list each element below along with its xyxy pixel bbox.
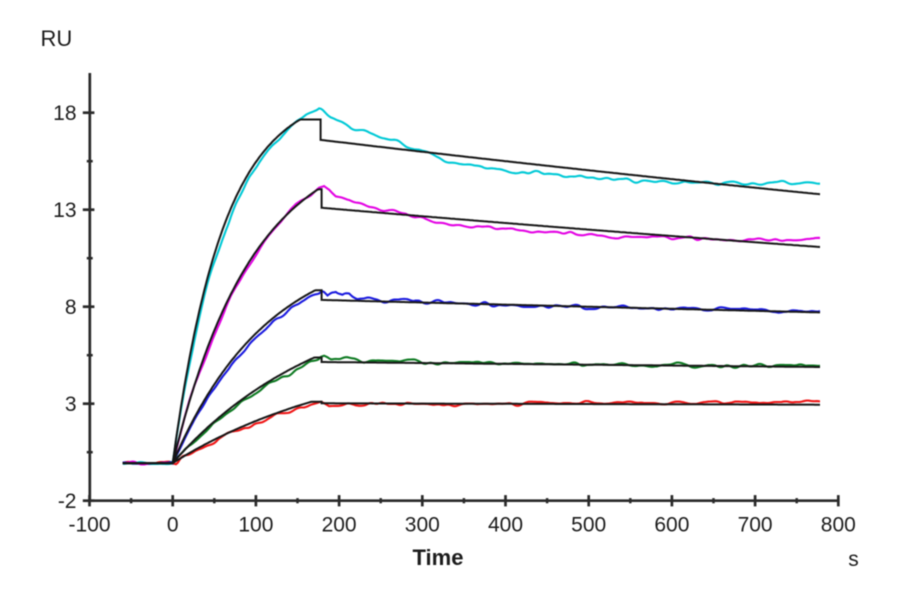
svg-text:-2: -2 — [58, 490, 77, 513]
svg-text:s: s — [848, 548, 859, 571]
svg-text:3: 3 — [65, 393, 77, 416]
svg-text:100: 100 — [238, 514, 273, 537]
svg-text:700: 700 — [738, 514, 773, 537]
svg-text:Time: Time — [413, 545, 464, 570]
svg-text:-100: -100 — [68, 514, 110, 537]
svg-text:RU: RU — [41, 26, 73, 51]
svg-text:0: 0 — [167, 514, 179, 537]
svg-text:800: 800 — [821, 514, 856, 537]
svg-text:13: 13 — [53, 199, 76, 222]
svg-text:400: 400 — [488, 514, 523, 537]
svg-text:600: 600 — [654, 514, 689, 537]
svg-text:200: 200 — [322, 514, 357, 537]
svg-text:8: 8 — [65, 296, 77, 319]
svg-text:500: 500 — [571, 514, 606, 537]
svg-text:300: 300 — [405, 514, 440, 537]
svg-text:18: 18 — [53, 102, 76, 125]
